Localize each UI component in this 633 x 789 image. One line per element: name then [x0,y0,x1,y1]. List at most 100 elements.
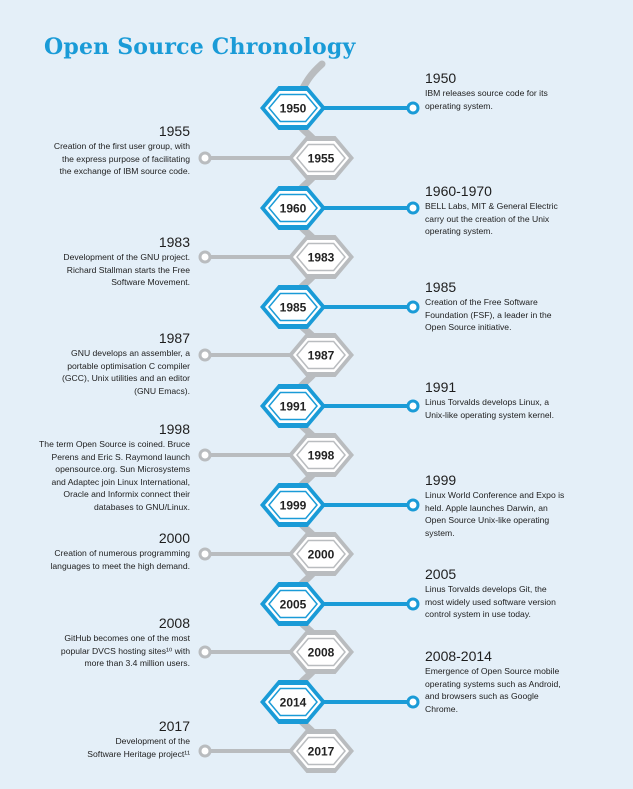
timeline-entry: 1991 Linus Torvalds develops Linux, a Unix… [425,379,575,421]
timeline-node-border [268,93,318,123]
entry-description: Creation of numerous programming language… [20,547,190,572]
entry-description-line: Chrome. [425,703,458,714]
entry-description-line: GNU develops an assembler, a [71,348,190,358]
entry-description-line: databases to GNU/Linux. [93,501,190,512]
entry-description-line: held. Apple launches Darwin, an [425,502,548,513]
timeline-entry: 1985 Creation of the Free Software Foundat… [425,279,575,334]
entry-description-line: Software Heritage project¹¹ [87,748,190,759]
entry-year: 1987 [158,330,190,346]
entry-year: 1955 [158,123,190,139]
page-title: Open Source Chronology [44,34,356,60]
entry-description-line: and Adaptec join Linux International, [51,476,190,487]
timeline-node-label: 2008 [308,646,335,660]
leader-dot [198,348,212,362]
entry-description: Creation of the first user group, with th… [20,140,190,178]
entry-description-line: Linux World Conference and Expo is [425,490,565,500]
timeline-entry: 2005 Linus Torvalds develops Git, the most… [425,566,575,621]
entry-description-line: the express purpose of facilitating [61,153,190,164]
entry-description: GitHub becomes one of the most popular DV… [20,632,190,670]
entry-description-line: Emergence of Open Source mobile [425,666,560,676]
entry-description-line: operating system. [425,100,493,111]
entry-description-line: carry out the creation of the Unix [425,213,550,224]
entry-description-line: The term Open Source is coined. Bruce [39,439,190,449]
entry-description-line: Open Source initiative. [425,322,512,333]
entry-description-line: opensource.org. Sun Microsystems [55,464,190,475]
timeline-node-border [268,193,318,223]
entry-year: 1985 [425,279,457,295]
entry-description: Emergence of Open Source mobile operating… [425,665,575,715]
entry-description: GNU develops an assembler, a portable opt… [20,347,190,397]
entry-year: 1998 [158,421,190,437]
entry-description-line: Richard Stallman starts the Free [66,264,190,275]
entry-year: 1983 [158,234,190,250]
timeline-entry: 1955 Creation of the first user group, wi… [20,123,190,178]
timeline-entry: 2000 Creation of numerous programming lang… [20,530,190,572]
entry-year: 2017 [158,718,190,734]
entry-description-line: BELL Labs, MIT & General Electric [425,201,558,211]
entry-description-line: Unix-like operating system kernel. [425,409,554,420]
leader-dot [198,645,212,659]
timeline-entry: 2008-2014 Emergence of Open Source mobile… [425,648,575,715]
timeline-node-label: 1950 [280,102,307,116]
timeline-entry: 2008 GitHub becomes one of the most popula… [20,615,190,670]
leader-dot [198,547,212,561]
entry-description-line: Creation of numerous programming [54,548,190,558]
timeline-node-label: 2005 [280,598,307,612]
entry-year: 2000 [158,530,190,546]
entry-description-line: GitHub becomes one of the most [64,633,190,643]
entry-description-line: system. [425,527,455,538]
entry-description: Linus Torvalds develops Git, the most wid… [425,583,575,621]
timeline-node-border [296,440,346,470]
entry-description: Linus Torvalds develops Linux, a Unix-lik… [425,396,575,421]
entry-year: 2008-2014 [425,648,492,664]
entry-description: BELL Labs, MIT & General Electric carry o… [425,200,575,238]
entry-description-line: Oracle and Informix connect their [63,489,190,500]
timeline-entry: 1950 IBM releases source code for its oper… [425,70,575,112]
leader-dot [406,101,420,115]
timeline-node-label: 1985 [280,301,307,315]
timeline-node-border [268,589,318,619]
timeline-node-label: 1987 [308,349,335,363]
leader-dot [198,250,212,264]
entry-description-line: popular DVCS hosting sites¹⁰ with [60,645,190,656]
timeline-entry: 1987 GNU develops an assembler, a portable… [20,330,190,397]
entry-description-line: operating system. [425,226,493,237]
timeline-entry: 1983 Development of the GNU project. Richa… [20,234,190,289]
entry-description-line: Perens and Eric S. Raymond launch [51,451,190,462]
timeline-node-label: 2014 [280,696,307,710]
timeline-node-label: 1998 [308,449,335,463]
entry-description-line: Creation of the Free Software [425,297,538,307]
entry-description-line: Development of the GNU project. [63,252,190,262]
entry-description-line: portable optimisation C compiler [67,360,190,371]
entry-year: 2005 [425,566,457,582]
leader-dot [198,448,212,462]
entry-description-line: and browsers such as Google [425,691,539,702]
timeline-node-border [268,687,318,717]
timeline-node-border [296,340,346,370]
timeline-node-border [296,242,346,272]
entry-description-line: Software Movement. [111,277,190,288]
entry-description-line: Development of the [115,736,190,746]
leader-dot [198,744,212,758]
entry-description: Linux World Conference and Expo is held. … [425,489,575,539]
entry-year: 1999 [425,472,457,488]
entry-description-line: the exchange of IBM source code. [59,166,190,177]
timeline-entry: 1998 The term Open Source is coined. Bruc… [20,421,190,514]
entry-year: 1960-1970 [425,183,492,199]
entry-description: IBM releases source code for its operatin… [425,87,575,112]
timeline-node-border [296,736,346,766]
timeline-node-label: 1999 [280,499,307,513]
entry-year: 1950 [425,70,457,86]
timeline-node-label: 2017 [308,745,335,759]
entry-description-line: operating systems such as Android, [425,678,561,689]
timeline-node-border [296,637,346,667]
timeline-node-label: 1960 [280,202,307,216]
timeline-node-border [268,490,318,520]
timeline-node-border [268,391,318,421]
entry-description-line: Linus Torvalds develops Linux, a [425,397,550,407]
timeline-node-border [296,539,346,569]
entry-description-line: IBM releases source code for its [425,88,548,98]
leader-dot [406,498,420,512]
timeline-node-label: 1955 [308,152,335,166]
